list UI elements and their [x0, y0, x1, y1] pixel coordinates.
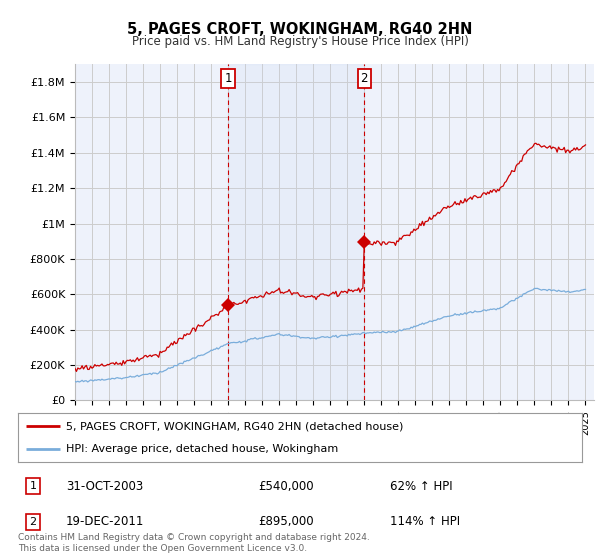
Bar: [228, 64, 364, 400]
Text: Price paid vs. HM Land Registry's House Price Index (HPI): Price paid vs. HM Land Registry's House …: [131, 35, 469, 48]
Text: £540,000: £540,000: [258, 479, 314, 493]
Text: 5, PAGES CROFT, WOKINGHAM, RG40 2HN: 5, PAGES CROFT, WOKINGHAM, RG40 2HN: [127, 22, 473, 38]
Text: 1: 1: [29, 481, 37, 491]
Text: 31-OCT-2003: 31-OCT-2003: [66, 479, 143, 493]
Text: £895,000: £895,000: [258, 515, 314, 529]
Text: 2: 2: [361, 72, 368, 85]
Text: HPI: Average price, detached house, Wokingham: HPI: Average price, detached house, Woki…: [66, 444, 338, 454]
Text: 19-DEC-2011: 19-DEC-2011: [66, 515, 145, 529]
Text: Contains HM Land Registry data © Crown copyright and database right 2024.
This d: Contains HM Land Registry data © Crown c…: [18, 533, 370, 553]
Text: 62% ↑ HPI: 62% ↑ HPI: [390, 479, 452, 493]
Text: 5, PAGES CROFT, WOKINGHAM, RG40 2HN (detached house): 5, PAGES CROFT, WOKINGHAM, RG40 2HN (det…: [66, 421, 403, 431]
Text: 1: 1: [224, 72, 232, 85]
Text: 114% ↑ HPI: 114% ↑ HPI: [390, 515, 460, 529]
Text: 2: 2: [29, 517, 37, 527]
